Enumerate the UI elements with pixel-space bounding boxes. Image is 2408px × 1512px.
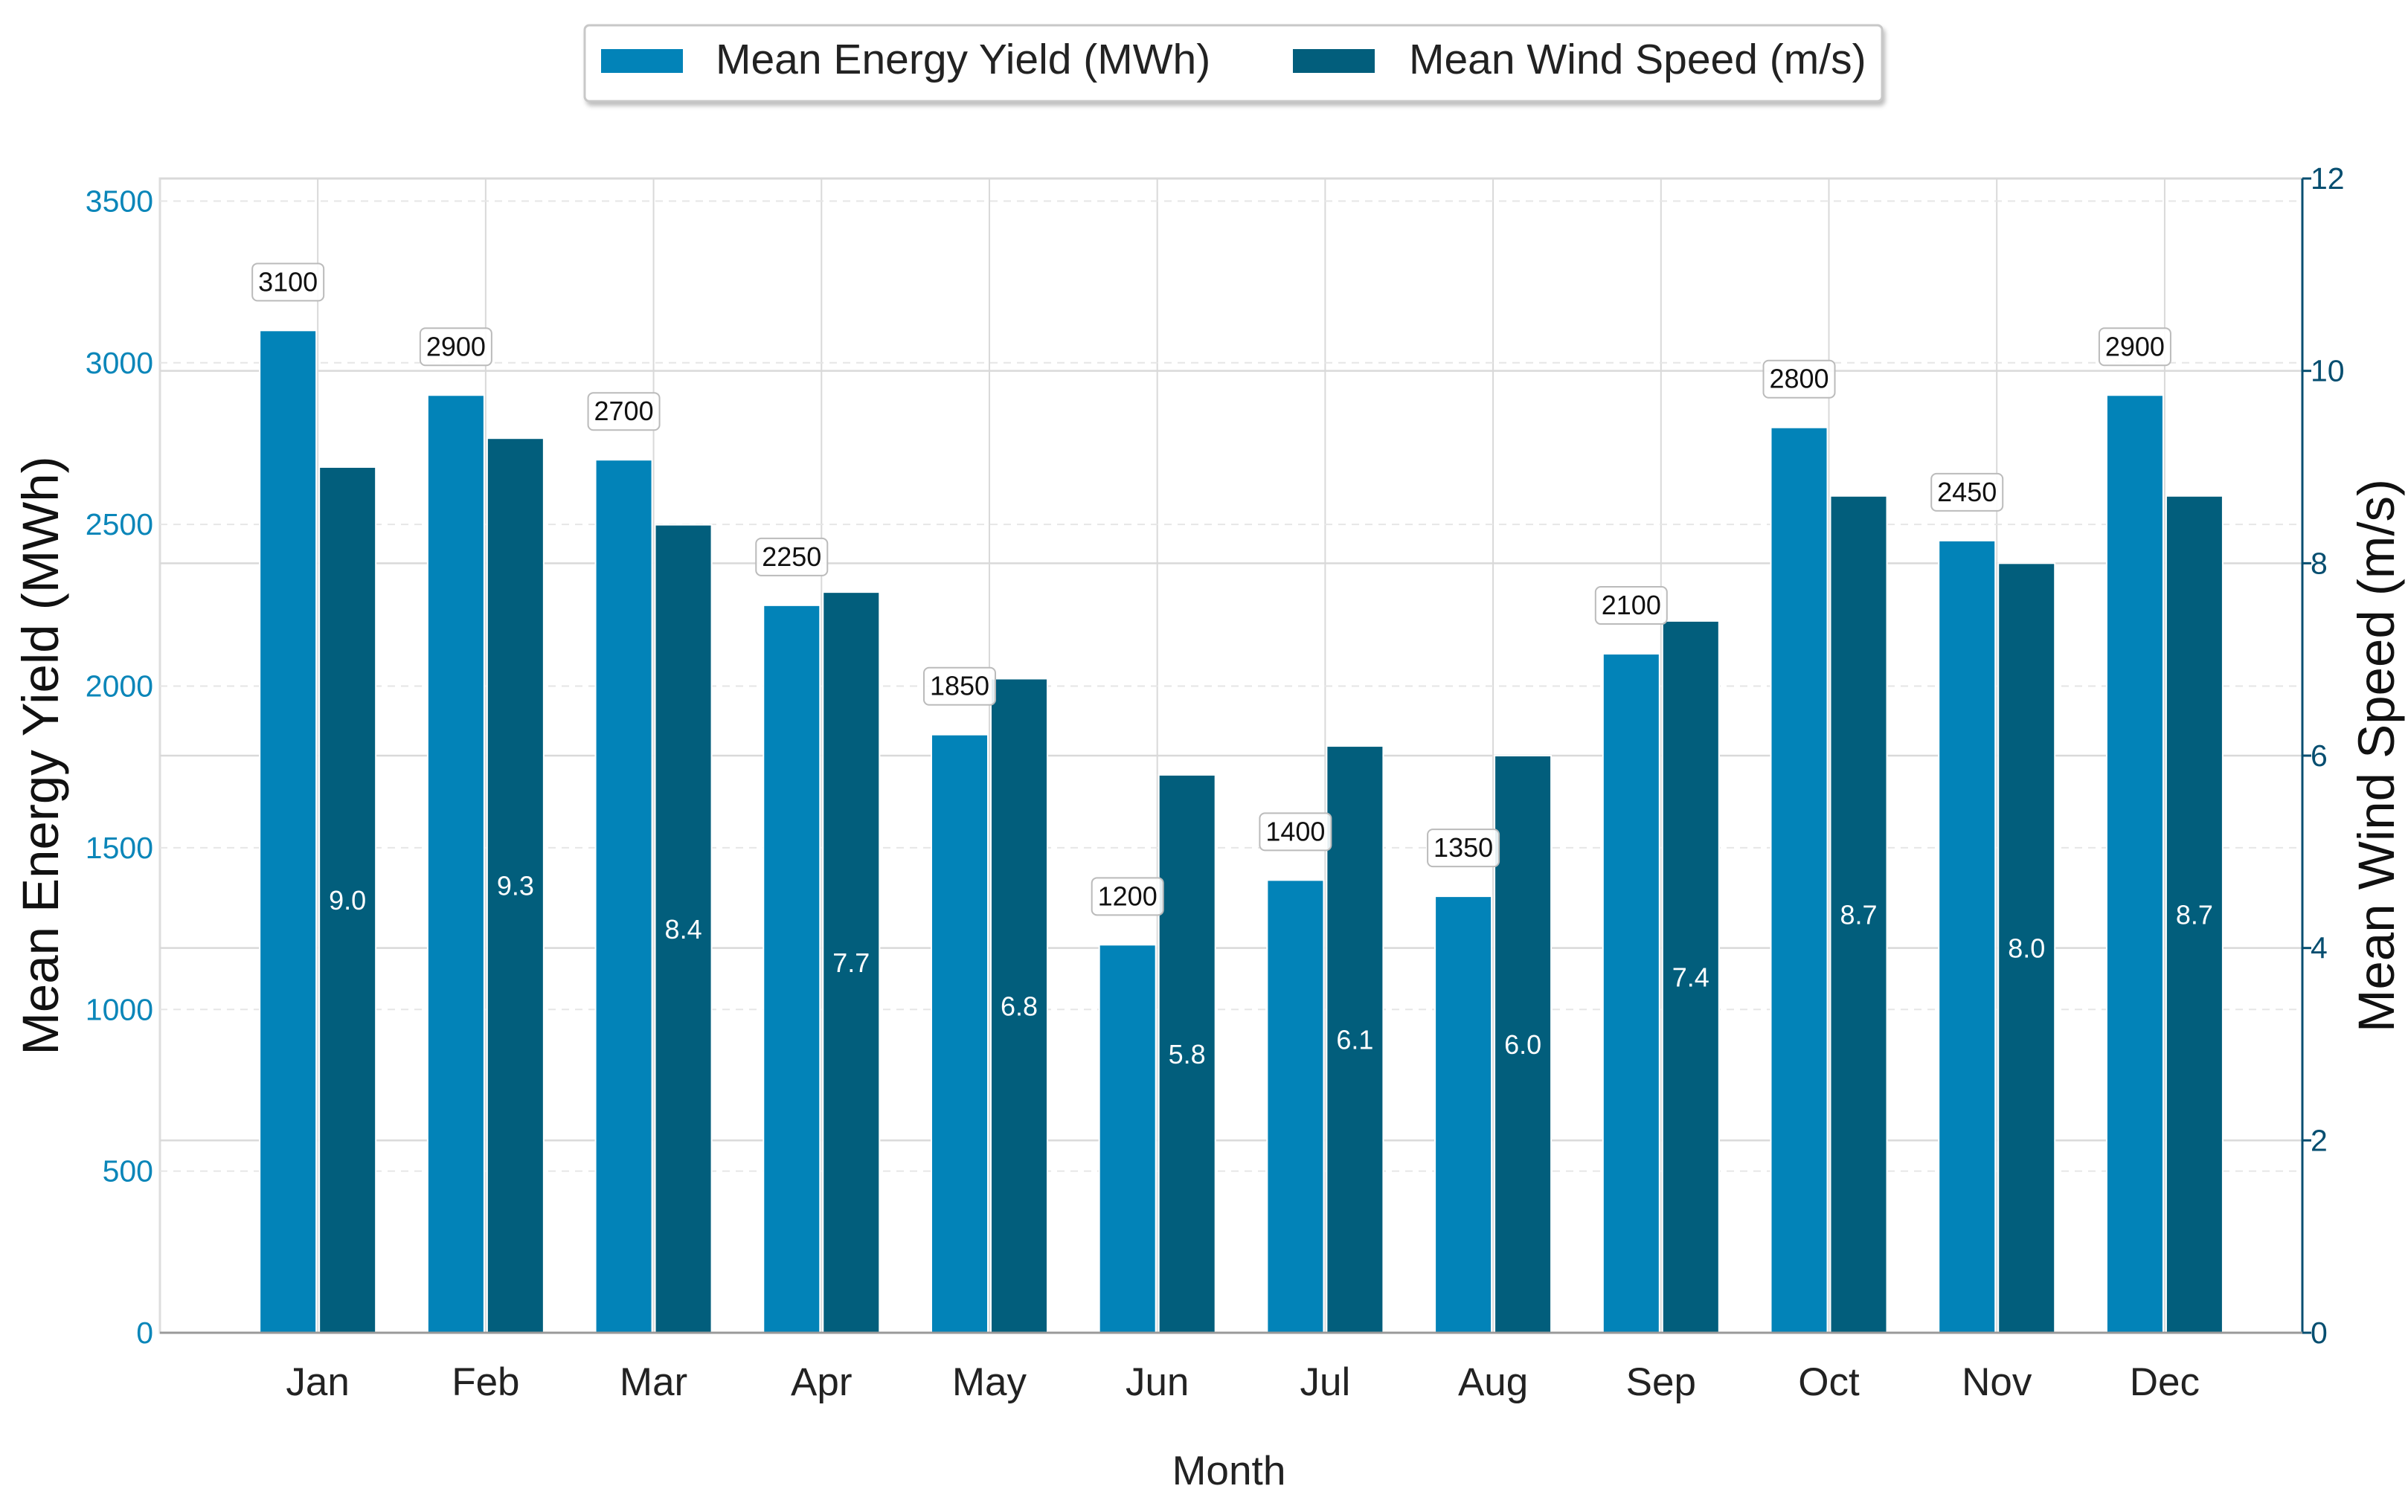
x-tick-label: Mar	[620, 1360, 687, 1404]
y-tick-label-right: 2	[2311, 1123, 2328, 1157]
bar-wind	[1494, 755, 1553, 1334]
data-label-wind: 8.4	[665, 914, 702, 945]
data-label-energy-box	[1259, 812, 1332, 852]
x-tick-label: May	[952, 1360, 1027, 1404]
bar-energy	[594, 459, 653, 1334]
data-label-energy: 1200	[1098, 881, 1158, 911]
data-label-energy-box	[1427, 829, 1500, 868]
x-tick-label: Jul	[1300, 1360, 1351, 1404]
data-label-energy-box	[1594, 586, 1668, 625]
bar-energy	[426, 394, 485, 1334]
legend-swatch-energy	[601, 49, 683, 73]
y-tick-label-right: 10	[2311, 354, 2345, 388]
data-label-wind: 6.8	[1001, 991, 1038, 1021]
data-label-wind: 8.7	[1840, 899, 1877, 930]
y-tick-label-right: 4	[2311, 931, 2328, 965]
data-label-energy-box	[419, 327, 492, 367]
x-tick-label: Dec	[2130, 1360, 2200, 1404]
x-tick-label: Aug	[1458, 1360, 1528, 1404]
legend-frame	[583, 24, 1884, 103]
data-label-energy-box	[587, 392, 661, 431]
y-tick-label-left: 500	[103, 1154, 153, 1188]
x-tick-label: Apr	[791, 1360, 852, 1404]
data-label-energy-box	[1930, 472, 2004, 512]
data-label-energy-box	[2098, 327, 2171, 367]
y-tick-label-left: 2500	[86, 507, 153, 541]
legend: Mean Energy Yield (MWh) Mean Wind Speed …	[583, 24, 1884, 103]
x-tick-label: Sep	[1626, 1360, 1696, 1404]
x-axis-title: Month	[1172, 1447, 1286, 1493]
bar-wind	[654, 524, 713, 1334]
x-tick-label: Jun	[1126, 1360, 1189, 1404]
data-label-energy-box	[755, 537, 829, 576]
y-tick-label-left: 3500	[86, 184, 153, 218]
bar-energy	[259, 329, 318, 1334]
bar-energy	[1266, 879, 1325, 1334]
y-axis-title-right: Mean Wind Speed (m/s)	[2348, 479, 2405, 1032]
data-label-wind: 9.3	[497, 871, 534, 901]
data-label-energy: 2450	[1937, 477, 1997, 507]
bar-energy	[1938, 539, 1997, 1334]
x-tick-label: Oct	[1798, 1360, 1860, 1404]
bar-energy	[1434, 895, 1493, 1334]
y-tick-label-left: 3000	[86, 346, 153, 380]
bar-wind	[989, 678, 1048, 1334]
data-label-wind: 9.0	[329, 885, 366, 916]
bar-energy	[930, 733, 989, 1334]
bar-energy	[1602, 653, 1660, 1334]
x-tick-label: Feb	[452, 1360, 519, 1404]
legend-label-energy: Mean Energy Yield (MWh)	[716, 36, 1210, 83]
data-label-energy: 2700	[594, 396, 654, 426]
bar-energy	[1770, 426, 1829, 1334]
bar-wind	[318, 466, 377, 1334]
data-label-energy-box	[922, 666, 996, 706]
data-label-wind: 7.4	[1672, 962, 1709, 992]
data-label-wind: 8.0	[2008, 933, 2045, 964]
legend-label-wind: Mean Wind Speed (m/s)	[1409, 36, 1866, 83]
labels-layer: 3100 9.0 2900 9.3 2700 8.4 2250 7.7 1850 6.8 1200 5…	[251, 263, 2213, 1069]
data-label-wind: 7.7	[832, 948, 870, 978]
data-label-energy: 2900	[426, 331, 486, 361]
data-label-energy-box	[251, 263, 325, 302]
x-tick-label: Jan	[286, 1360, 349, 1404]
bar-wind	[1829, 495, 1888, 1334]
data-label-wind: 6.0	[1504, 1029, 1541, 1060]
bar-energy	[762, 604, 821, 1334]
data-label-energy: 1850	[930, 671, 989, 701]
bars-layer	[259, 329, 2224, 1334]
y-tick-label-right: 8	[2311, 546, 2328, 580]
data-label-energy: 1400	[1265, 816, 1325, 846]
bar-energy	[1098, 944, 1157, 1334]
bar-wind	[486, 437, 545, 1334]
y-tick-label-left: 1500	[86, 831, 153, 865]
data-label-wind: 8.7	[2176, 899, 2213, 930]
y-axis-title-left: Mean Energy Yield (MWh)	[12, 456, 69, 1055]
data-label-energy-box	[1091, 877, 1164, 916]
data-label-energy: 2100	[1602, 590, 1661, 620]
bar-wind	[822, 591, 881, 1334]
y-tick-label-right: 12	[2311, 161, 2345, 196]
bar-wind	[1997, 562, 2056, 1334]
data-label-energy: 3100	[258, 266, 318, 297]
legend-swatch-wind	[1293, 49, 1375, 73]
bar-wind	[2165, 495, 2224, 1334]
data-label-energy-box	[1762, 359, 1836, 399]
y-tick-label-right: 0	[2311, 1316, 2328, 1350]
x-tick-label: Nov	[1962, 1360, 2032, 1404]
bar-wind	[1326, 745, 1384, 1334]
data-label-wind: 6.1	[1336, 1025, 1373, 1055]
y-tick-label-left: 2000	[86, 669, 153, 704]
axes-layer: Jan Feb Mar Apr May Jun Jul Aug Sep Oct Nov Dec 0 500…	[86, 161, 2345, 1404]
bar-energy	[2105, 394, 2164, 1334]
y-tick-label-left: 0	[136, 1316, 153, 1350]
data-label-wind: 5.8	[1169, 1039, 1206, 1069]
y-tick-label-left: 1000	[86, 992, 153, 1026]
data-label-energy: 2250	[762, 541, 821, 572]
data-label-energy: 1350	[1433, 832, 1493, 863]
data-label-energy: 2900	[2105, 331, 2165, 361]
data-label-energy: 2800	[1769, 364, 1829, 394]
y-tick-label-right: 6	[2311, 739, 2328, 773]
